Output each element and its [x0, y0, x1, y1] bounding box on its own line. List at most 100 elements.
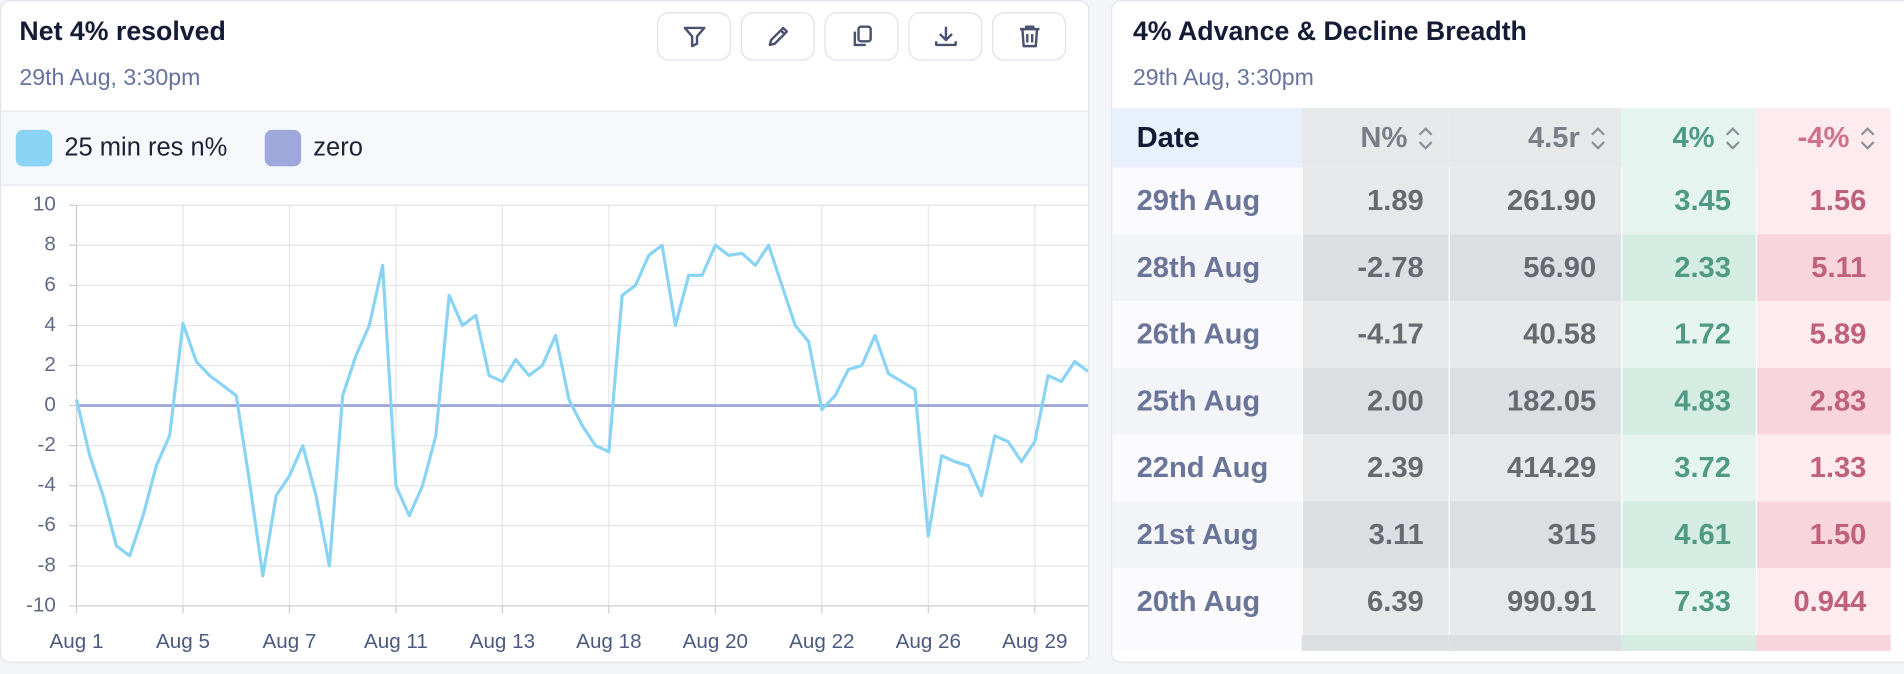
copy-icon: [853, 25, 872, 47]
y-tick-label: 4: [44, 313, 55, 336]
table-title: 4% Advance & Decline Breadth: [1132, 15, 1527, 47]
breadth-table: Date N% 4.5r 4% -4% 29th Aug 1.89 261.90 3.45 1.5…: [1112, 108, 1891, 636]
x-tick-label: Aug 13: [470, 630, 535, 653]
legend-swatch: [15, 129, 53, 167]
delete-icon: [1019, 25, 1039, 48]
filter-button[interactable]: [656, 12, 732, 61]
date-cell: 25th Aug: [1112, 367, 1302, 435]
value-cell: 414.29: [1448, 434, 1622, 502]
y-tick-label: -10: [26, 593, 56, 616]
chart: -10 -8 -6 -4 -2 0 2 4 6 8 10 Aug 1 Aug 5 Aug 7 Aug 11 A…: [26, 193, 1089, 653]
sort-chevrons: [1418, 127, 1433, 150]
value-cell: 40.58: [1448, 301, 1622, 368]
x-tick-label: Aug 5: [156, 630, 210, 653]
copy-button[interactable]: [824, 12, 899, 61]
table-row: 28th Aug -2.78 56.90 2.33 5.11: [1112, 234, 1891, 302]
header-label: N%: [1360, 120, 1408, 154]
date-cell: 26th Aug: [1112, 301, 1302, 368]
download-icon: [934, 26, 957, 47]
y-tick-label: -2: [38, 433, 56, 456]
y-tick-label: -4: [38, 473, 56, 496]
y-tick-label: 0: [44, 393, 55, 416]
sort-icon: [1860, 127, 1875, 150]
header-row: Date N% 4.5r 4% -4%: [1112, 108, 1891, 168]
x-tick-label: Aug 7: [262, 630, 316, 653]
y-tick-label: 2: [44, 353, 55, 376]
sort-chevrons: [1725, 127, 1740, 150]
value-cell: 5.11: [1755, 234, 1891, 302]
column-header[interactable]: -4%: [1755, 108, 1891, 168]
y-tick-label: -6: [38, 513, 56, 536]
value-cell: 5.89: [1755, 301, 1891, 368]
table-row: 26th Aug -4.17 40.58 1.72 5.89: [1112, 301, 1891, 368]
sort-icon: [1725, 127, 1740, 150]
value-cell: 3.72: [1620, 434, 1756, 502]
value-cell: 261.90: [1448, 167, 1622, 235]
value-cell: -4.17: [1301, 301, 1449, 368]
value-cell: 1.33: [1755, 434, 1891, 502]
date-cell: 22nd Aug: [1112, 434, 1302, 502]
chart-card: Net 4% resolved 29th Aug, 3:30pm 25 min …: [0, 0, 1090, 664]
sort-icon: [1591, 127, 1605, 150]
table-row: 21st Aug 3.11 315 4.61 1.50: [1112, 501, 1891, 569]
value-cell: -2.78: [1301, 234, 1449, 302]
legend-swatch: [264, 129, 302, 167]
value-cell: 7.33: [1620, 568, 1756, 636]
header-label: 4.5r: [1527, 120, 1580, 154]
value-cell: 2.33: [1620, 234, 1756, 302]
column-header: Date: [1112, 108, 1302, 168]
sort-chevrons: [1591, 127, 1605, 150]
edit-button[interactable]: [740, 12, 815, 61]
header-label: Date: [1136, 120, 1200, 154]
table-row: 25th Aug 2.00 182.05 4.83 2.83: [1112, 367, 1891, 435]
series-line: [74, 243, 1089, 578]
chart-title: Net 4% resolved: [19, 15, 226, 47]
x-tick-label: Aug 26: [896, 630, 961, 653]
value-cell: 0.944: [1755, 568, 1891, 636]
table-head: Date N% 4.5r 4% -4%: [1112, 108, 1891, 168]
date-cell: 21st Aug: [1112, 501, 1302, 569]
sort-chevrons: [1860, 127, 1875, 150]
x-tick-label: Aug 1: [50, 630, 104, 653]
column-header[interactable]: N%: [1301, 108, 1449, 168]
value-cell: 1.72: [1620, 301, 1756, 368]
value-cell: 2.39: [1301, 434, 1449, 502]
edit-icon: [768, 26, 788, 47]
value-cell: 3.45: [1620, 167, 1756, 235]
filter-icon: [683, 26, 705, 48]
download-button[interactable]: [908, 12, 983, 61]
table-row: 29th Aug 1.89 261.90 3.45 1.56: [1112, 167, 1891, 235]
value-cell: 2.83: [1755, 367, 1891, 435]
value-cell: 315: [1448, 501, 1622, 569]
partial-row: [1112, 635, 1891, 651]
x-tick-label: Aug 11: [364, 630, 428, 653]
x-tick-label: Aug 22: [789, 630, 854, 653]
value-cell: 4.83: [1620, 367, 1756, 435]
y-tick-label: -8: [38, 553, 56, 576]
legend-item: 25 min res n%: [15, 129, 228, 167]
chart-subtitle: 29th Aug, 3:30pm: [19, 65, 201, 92]
value-cell: 56.90: [1448, 234, 1622, 302]
value-cell: 3.11: [1301, 501, 1449, 569]
value-cell: 990.91: [1448, 568, 1622, 636]
column-header[interactable]: 4%: [1621, 108, 1756, 168]
header-label: -4%: [1797, 120, 1850, 154]
table-subtitle: 29th Aug, 3:30pm: [1132, 65, 1314, 92]
y-tick-label: 10: [33, 193, 56, 216]
column-header[interactable]: 4.5r: [1448, 108, 1622, 168]
legend-label: zero: [313, 133, 363, 162]
value-cell: 6.39: [1301, 568, 1449, 636]
value-cell: 1.50: [1755, 501, 1891, 569]
value-cell: 4.61: [1620, 501, 1756, 569]
value-cell: 1.56: [1755, 167, 1891, 235]
date-cell: 28th Aug: [1112, 234, 1302, 302]
table-row: 22nd Aug 2.39 414.29 3.72 1.33: [1112, 434, 1891, 502]
table-card: 4% Advance & Decline Breadth 29th Aug, 3…: [1111, 0, 1904, 664]
delete-button[interactable]: [992, 12, 1067, 61]
value-cell: 1.89: [1301, 167, 1449, 235]
header-label: 4%: [1672, 120, 1715, 154]
date-cell: 29th Aug: [1112, 167, 1302, 235]
x-tick-label: Aug 18: [576, 630, 641, 653]
